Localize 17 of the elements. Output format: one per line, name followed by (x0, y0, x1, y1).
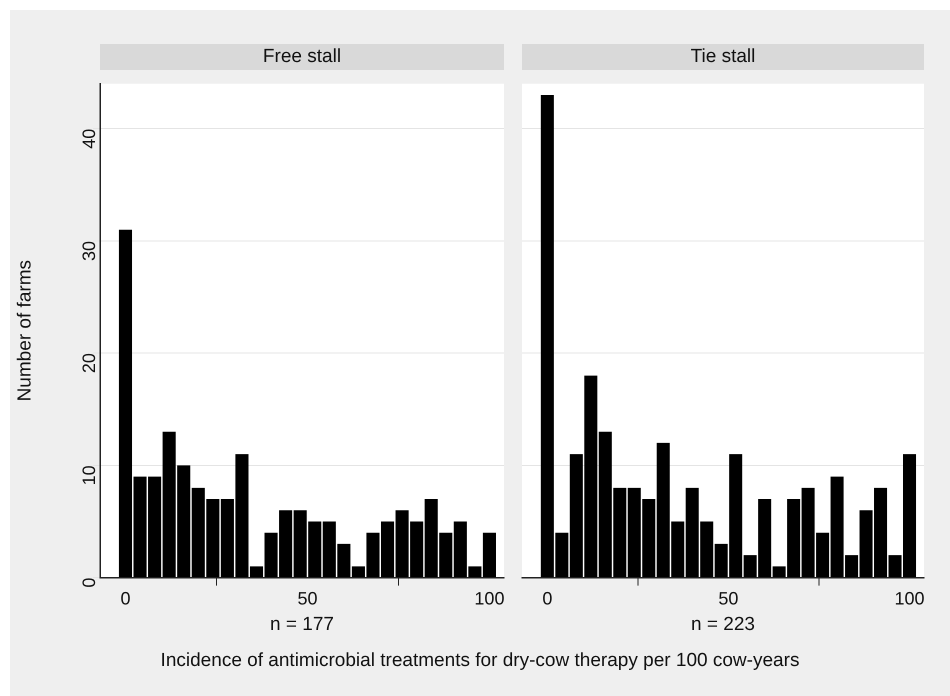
x-tick-label: 50 (297, 588, 318, 608)
y-tick-label: 20 (78, 353, 99, 374)
y-tick-label: 0 (78, 578, 99, 588)
x-axis-title: n = 177 (270, 614, 334, 635)
y-tick-label: 10 (78, 465, 99, 486)
x-tick-label: 100 (894, 588, 925, 608)
text: Incidence of antimicrobial treatments for dry-cow therapy per 100 cow-years (160, 650, 800, 672)
chart-title: Tie stall (522, 44, 924, 70)
x-tick-label: 0 (542, 588, 552, 608)
x-tick-label: 50 (718, 588, 738, 608)
y-tick-label: 40 (78, 128, 99, 149)
y-axis-title: Number of farms (14, 260, 36, 402)
x-tick-label: 100 (474, 588, 504, 608)
chart-title: Free stall (100, 44, 504, 70)
x-axis-title: n = 223 (691, 614, 755, 635)
y-tick-label: 30 (78, 240, 99, 261)
x-tick-label: 0 (120, 588, 130, 608)
